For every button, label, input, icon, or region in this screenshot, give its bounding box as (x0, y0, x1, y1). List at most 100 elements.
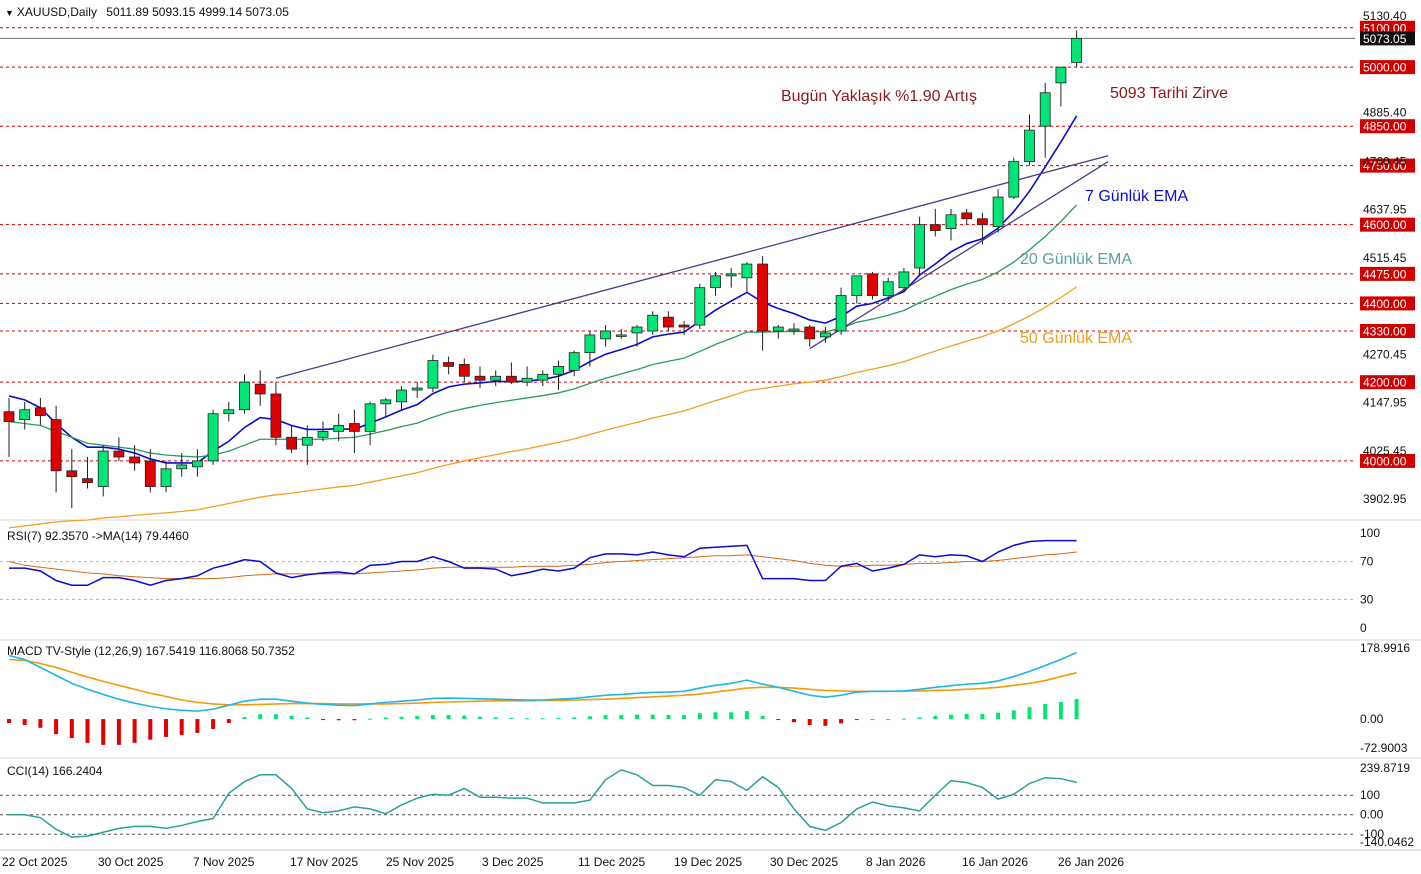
cci-tick-label: 100 (1360, 788, 1380, 802)
macd-histogram-bar (493, 717, 498, 720)
candle-body (710, 275, 721, 289)
macd-histogram-bar (273, 714, 278, 720)
macd-tick-label: -72.9003 (1360, 741, 1408, 755)
price-tick-label: 3902.95 (1363, 492, 1407, 506)
candle-body (333, 425, 345, 432)
macd-histogram-bar (7, 719, 11, 724)
macd-histogram-bar (116, 719, 121, 745)
macd-histogram-bar (258, 714, 263, 720)
candle-body (223, 409, 235, 415)
candle-body (380, 399, 392, 405)
macd-histogram-bar (619, 715, 624, 720)
price-tick-label: 4885.40 (1363, 105, 1407, 119)
macd-histogram-bar (682, 715, 687, 720)
macd-histogram-bar (54, 719, 59, 735)
trend-line (275, 155, 1109, 379)
macd-histogram-bar (556, 717, 561, 720)
price-tick-label: 5130.40 (1363, 9, 1407, 23)
annotation-daily-gain: Bugün Yaklaşık %1.90 Artış (781, 88, 977, 105)
candle-body (537, 373, 549, 381)
candle-body (396, 389, 407, 403)
macd-histogram-bar (933, 715, 938, 720)
macd-title: MACD TV-Style (12,26,9) 167.5419 116.806… (7, 644, 295, 658)
candle-body (286, 436, 298, 450)
candle-body (35, 407, 46, 417)
price-level-tag (1360, 20, 1415, 35)
rsi-tick-label: 30 (1360, 593, 1374, 607)
macd-histogram-bar (321, 719, 325, 721)
candle-body (820, 332, 831, 338)
symbol-label: XAUUSD,Daily (16, 5, 97, 19)
date-tick-label: 22 Oct 2025 (2, 855, 68, 869)
macd-panel: 178.9916 0.00 -72.9003 (7, 641, 1410, 755)
macd-histogram-bar (823, 719, 828, 726)
price-level-tag (1360, 266, 1415, 281)
macd-histogram-bar (697, 713, 702, 720)
trend-line (809, 161, 1109, 350)
date-tick-label: 19 Dec 2025 (674, 855, 742, 869)
cci-tick-label: -140.0462 (1360, 835, 1414, 849)
macd-histogram-bar (462, 715, 467, 720)
ema-lines (8, 115, 1078, 529)
candle-body (82, 478, 93, 483)
candle-body (458, 364, 470, 377)
date-tick-label: 30 Oct 2025 (98, 855, 164, 869)
macd-histogram-bar (22, 719, 27, 726)
macd-histogram-bar (949, 714, 953, 720)
candle-body (113, 450, 125, 458)
date-tick-label: 11 Dec 2025 (578, 855, 645, 869)
candle-body (804, 326, 816, 340)
macd-histogram-bar (478, 716, 482, 720)
macd-tick-label: 178.9916 (1360, 641, 1410, 655)
ema-line-50 (8, 286, 1077, 529)
price-tick-label: 4515.45 (1363, 251, 1407, 265)
candle-body (615, 334, 627, 337)
date-axis: 22 Oct 2025 30 Oct 2025 7 Nov 2025 17 Nov 2… (0, 849, 1421, 869)
candle-body (207, 413, 219, 462)
price-level-label: 4330.00 (1363, 324, 1407, 338)
macd-histogram-bar (305, 717, 310, 720)
candle-body (788, 328, 800, 332)
cci-line (9, 769, 1077, 838)
candle-body (129, 456, 141, 464)
macd-histogram-bar (289, 715, 294, 720)
price-tick-label: 4147.95 (1363, 396, 1407, 410)
candle-body (694, 287, 706, 326)
candle-body (66, 470, 78, 478)
candle-body (835, 295, 847, 332)
candle-body (317, 430, 329, 438)
annotation-record-high: 5093 Tarihi Zirve (1110, 85, 1228, 102)
macd-histogram-bar (964, 713, 969, 720)
cci-title: CCI(14) 166.2404 (7, 764, 103, 778)
chart-header[interactable]: ▼ XAUUSD,Daily 5011.89 5093.15 4999.14 50… (5, 5, 289, 19)
macd-histogram-bar (179, 719, 184, 735)
candle-body (144, 460, 156, 487)
macd-histogram-bar (242, 717, 247, 720)
price-tick-label: 4270.45 (1363, 347, 1407, 361)
rsi-panel: 100 70 30 0 (0, 526, 1380, 635)
macd-histogram-bar (211, 719, 216, 729)
candles (3, 30, 1082, 509)
rsi-line (9, 539, 1077, 587)
price-level-tag (1360, 158, 1415, 173)
price-tick-label: 4637.95 (1363, 203, 1407, 217)
macd-histogram-bar (980, 713, 985, 720)
price-level-tag (1360, 217, 1415, 232)
macd-histogram-bar (729, 712, 734, 720)
candle-body (647, 314, 659, 332)
macd-histogram-bar (383, 717, 388, 720)
macd-histogram-bar (587, 716, 592, 720)
candle-body (427, 360, 439, 389)
macd-histogram-bar (572, 717, 577, 720)
rsi-tick-label: 0 (1360, 621, 1367, 635)
macd-histogram-bar (336, 719, 341, 721)
macd-histogram-bar (509, 717, 514, 720)
macd-histogram-bar (1011, 710, 1016, 720)
date-tick-label: 8 Jan 2026 (866, 855, 926, 869)
price-level-label: 4400.00 (1363, 297, 1407, 311)
price-level-tag (1360, 375, 1415, 390)
ema-line-7 (8, 115, 1078, 464)
collapse-arrow-icon[interactable]: ▼ (5, 8, 14, 18)
macd-line (8, 651, 1077, 712)
cci-panel: 239.8719 100 0.00 -100-140.0462 (0, 761, 1414, 849)
